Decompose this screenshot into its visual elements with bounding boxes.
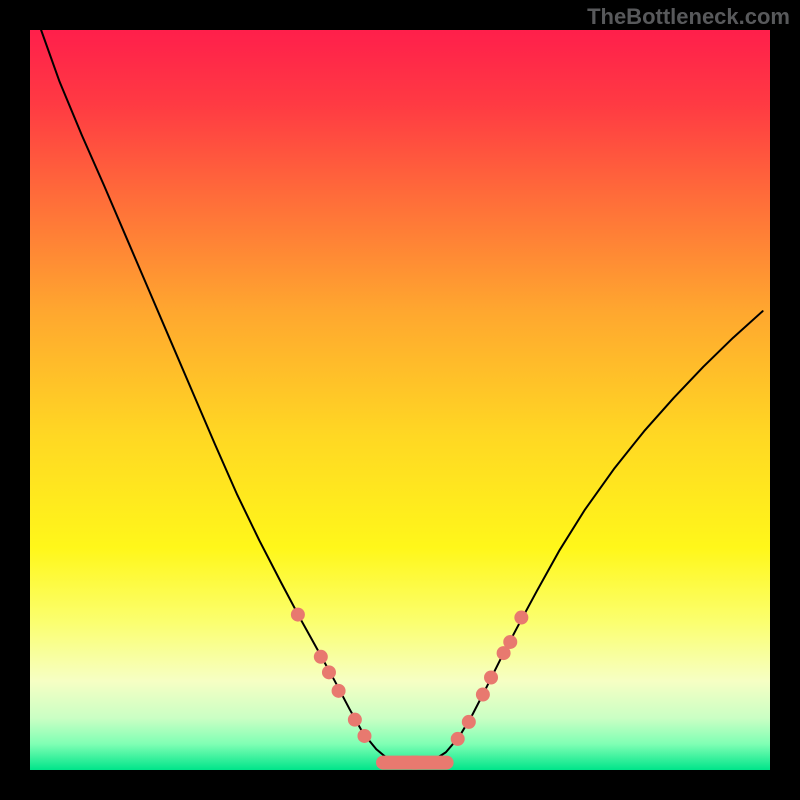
curve-marker [322, 665, 336, 679]
chart-container: TheBottleneck.com [0, 0, 800, 800]
curve-marker [484, 671, 498, 685]
curve-marker [357, 729, 371, 743]
curve-marker [503, 635, 517, 649]
chart-svg [0, 0, 800, 800]
curve-marker [462, 715, 476, 729]
curve-marker [332, 684, 346, 698]
curve-marker [291, 608, 305, 622]
curve-marker [476, 688, 490, 702]
curve-marker [348, 713, 362, 727]
chart-gradient-bg [30, 30, 770, 770]
watermark-text: TheBottleneck.com [587, 4, 790, 30]
curve-marker [406, 756, 454, 770]
curve-marker [314, 650, 328, 664]
curve-marker [514, 611, 528, 625]
curve-marker [451, 732, 465, 746]
